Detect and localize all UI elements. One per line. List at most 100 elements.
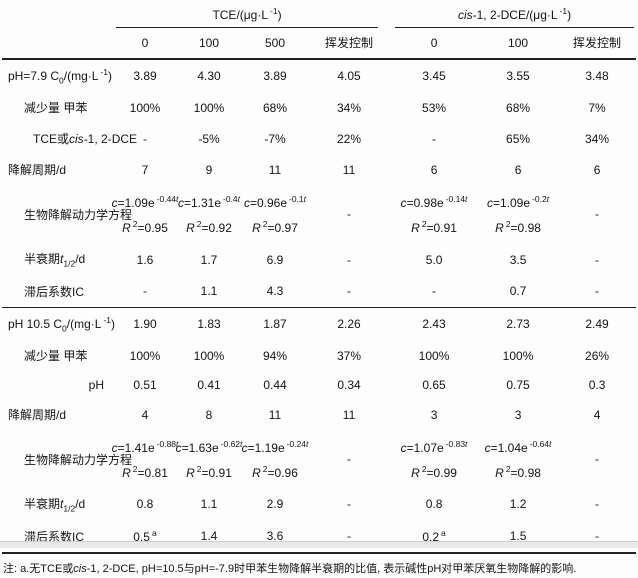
table-cell: 100%: [193, 348, 225, 363]
table-cell: 6: [593, 162, 601, 177]
table-cell: 0.44: [263, 378, 287, 393]
table-cell: 11: [268, 407, 282, 422]
table-cell: 9: [205, 162, 213, 177]
table-cell: 0.65: [422, 378, 446, 393]
table-cell: 100%: [418, 348, 450, 363]
table-cell: 22%: [337, 131, 362, 146]
table-row: 降解周期/d 7 9 11 11 6 6 6: [2, 154, 636, 185]
table-row: pH=7.9 C0/(mg·L -1) 3.89 4.30 3.89 4.05 3.45 3.…: [2, 59, 636, 92]
table-cell: 94%: [262, 348, 288, 363]
table-cell: 1.2: [509, 497, 527, 512]
row-label: 生物降解动力学方程: [24, 207, 133, 222]
table-cell: 4.30: [197, 69, 221, 84]
column-header: 0: [390, 28, 479, 60]
group-header: TCE/(μg·L -1): [114, 3, 390, 28]
bottom-strip: [0, 541, 638, 548]
table-cell: -: [347, 452, 352, 467]
table-cell: -: [347, 207, 352, 222]
table-cell: 6: [514, 162, 522, 177]
table-row: 减少量 甲苯 100% 100% 94% 37% 100% 100% 26%: [2, 340, 636, 371]
table-cell: 100%: [502, 348, 534, 363]
row-label: 生物降解动力学方程: [24, 452, 133, 467]
table-cell: -: [432, 131, 437, 146]
table-cell: -: [143, 284, 147, 299]
table-cell: 34%: [585, 131, 610, 146]
table-cell: 4.3: [266, 284, 284, 299]
table-cell: 11: [342, 407, 356, 422]
table-cell: c=1.09e -0.44t R 2=0.95: [111, 194, 179, 236]
table-cell: 3.55: [506, 69, 530, 84]
row-label: pH: [88, 378, 104, 393]
table-cell: 26%: [585, 348, 610, 363]
table-row: 生物降解动力学方程 c=1.41e -0.88t R 2=0.81 c=1.63e -0.6…: [2, 430, 636, 488]
table-cell: 2.73: [478, 306, 559, 341]
row-label: 降解周期/d: [8, 163, 67, 178]
column-header: 500: [242, 28, 308, 60]
table-cell: 6.9: [266, 252, 284, 267]
table-cell: 3: [514, 407, 522, 422]
row-label: pH 10.5 C0/(mg·L -1): [2, 306, 115, 341]
table-cell: 0.8: [136, 497, 154, 512]
table-cell: 3.89: [263, 69, 287, 84]
column-header: 0: [114, 28, 176, 60]
table-row: 滞后系数IC - 1.1 4.3 - - 0.7 -: [2, 276, 636, 308]
table-cell: 1.83: [176, 306, 242, 341]
table-cell: 3: [430, 407, 438, 422]
table-cell: 100%: [193, 100, 225, 115]
table-cell: 2.43: [390, 306, 479, 341]
table-cell: -7%: [264, 131, 286, 146]
table-cell: -: [432, 284, 437, 299]
table-cell: 3.45: [422, 69, 446, 84]
table-row: pH 0.51 0.41 0.44 0.34 0.65 0.75 0.3: [2, 371, 636, 399]
row-label: 半衰期t1/2/d: [24, 252, 86, 269]
row-label: 降解周期/d: [8, 408, 67, 423]
table-row: 减少量 甲苯 100% 100% 68% 34% 53% 68% 7%: [2, 92, 636, 123]
table-cell: -: [595, 252, 600, 267]
table-cell: 1.1: [200, 497, 218, 512]
column-header: 挥发控制: [558, 28, 637, 60]
table-cell: -: [347, 284, 352, 299]
row-label: 半衰期t1/2/d: [24, 497, 86, 514]
table-cell: 6: [430, 162, 438, 177]
table-head: TCE/(μg·L -1) cis-1, 2-DCE/(μg·L -1) 0 100 500…: [2, 3, 637, 60]
table-cell: c=1.41e -0.88t R 2=0.81: [111, 439, 179, 481]
table-cell: 3.89: [133, 69, 157, 84]
table-cell: 0.8: [425, 497, 443, 512]
group-header: cis-1, 2-DCE/(μg·L -1): [390, 3, 636, 28]
degradation-table-container: TCE/(μg·L -1) cis-1, 2-DCE/(μg·L -1) 0 100 500…: [2, 3, 637, 554]
table-row: pH 10.5 C0/(mg·L -1) 1.90 1.83 1.87 2.26 2.43 2…: [2, 306, 637, 341]
table-cell: 4.05: [337, 69, 361, 84]
row-label: 减少量 甲苯: [24, 349, 88, 364]
table-cell: 2.9: [266, 497, 284, 512]
table-cell: -: [143, 131, 147, 146]
table-row: 生物降解动力学方程 c=1.09e -0.44t R 2=0.95 c=1.31e -0.4…: [2, 185, 636, 243]
table-cell: 3.48: [585, 69, 609, 84]
table-row: 降解周期/d 4 8 11 11 3 3 4: [2, 399, 636, 430]
column-header: 100: [176, 28, 242, 60]
corner-cell: [2, 28, 114, 60]
table-cell: 53%: [422, 100, 447, 115]
table-cell: c=1.31e -0.4t R 2=0.92: [177, 194, 241, 236]
table-cell: 0.34: [337, 378, 361, 393]
table-cell: 3.5: [509, 252, 527, 267]
table-cell: 100%: [129, 100, 161, 115]
table-cell: 0.3: [588, 378, 606, 393]
table-cell: 4: [141, 407, 149, 422]
table-cell: -: [595, 497, 600, 512]
table-cell: 2.26: [308, 306, 391, 341]
table-cell: 0.7: [509, 284, 527, 299]
table-cell: -: [595, 284, 600, 299]
table-cell: -: [595, 207, 600, 222]
table-cell: 34%: [337, 100, 362, 115]
table-cell: -: [595, 452, 600, 467]
table-cell: 8: [205, 407, 213, 422]
table-cell: 68%: [506, 100, 531, 115]
table-cell: 11: [268, 162, 282, 177]
column-header: 100: [478, 28, 559, 60]
table-cell: c=1.07e -0.83t R 2=0.99: [400, 439, 468, 481]
table-cell: c=1.63e -0.62t R 2=0.91: [175, 439, 243, 481]
row-label: pH=7.9 C0/(mg·L -1): [8, 67, 112, 86]
table-cell: c=1.19e -0.24t R 2=0.96: [241, 439, 309, 481]
table-cell: 68%: [262, 100, 288, 115]
table-cell: 37%: [337, 348, 362, 363]
